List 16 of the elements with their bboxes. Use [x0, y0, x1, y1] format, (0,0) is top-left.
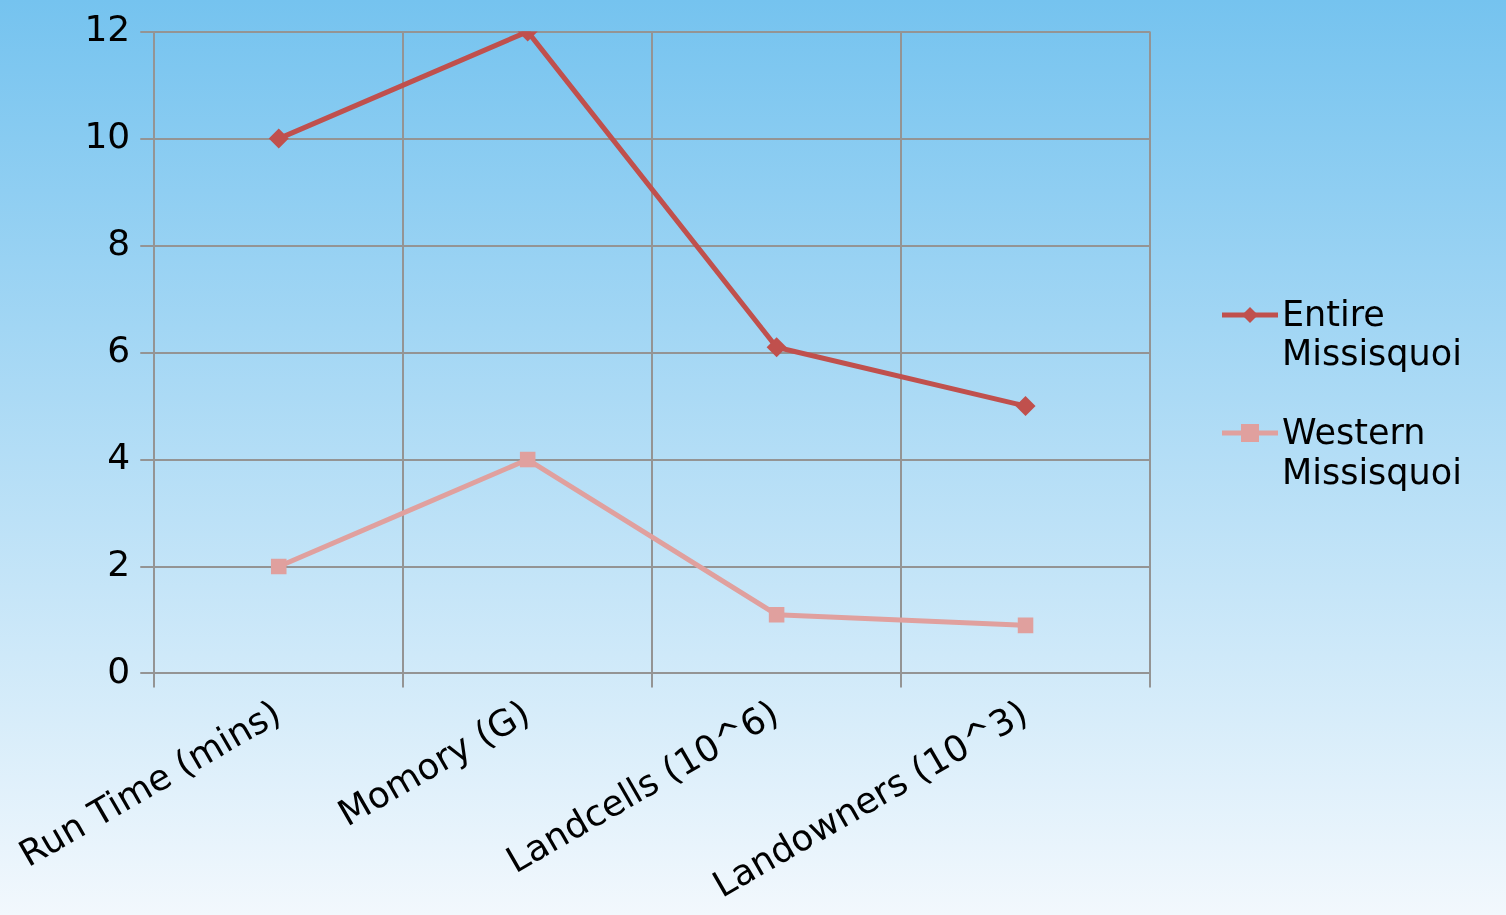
y-tick-label: 2: [107, 542, 131, 584]
point: [519, 451, 536, 468]
point: [1017, 617, 1034, 634]
point: [1015, 396, 1036, 417]
y-tick-label: 12: [84, 7, 131, 49]
y-tick-label: 6: [107, 328, 131, 370]
point: [766, 337, 787, 358]
y-tick-label: 4: [107, 435, 131, 477]
y-tick-label: 0: [107, 649, 131, 691]
legend-label: Entire Missisquoi: [1282, 294, 1463, 374]
legend-label: Western Missisquoi: [1282, 412, 1463, 492]
y-tick-label: 10: [84, 114, 131, 156]
point: [270, 558, 287, 575]
y-tick-label: 8: [107, 221, 131, 263]
point: [768, 606, 785, 623]
point: [268, 128, 289, 149]
